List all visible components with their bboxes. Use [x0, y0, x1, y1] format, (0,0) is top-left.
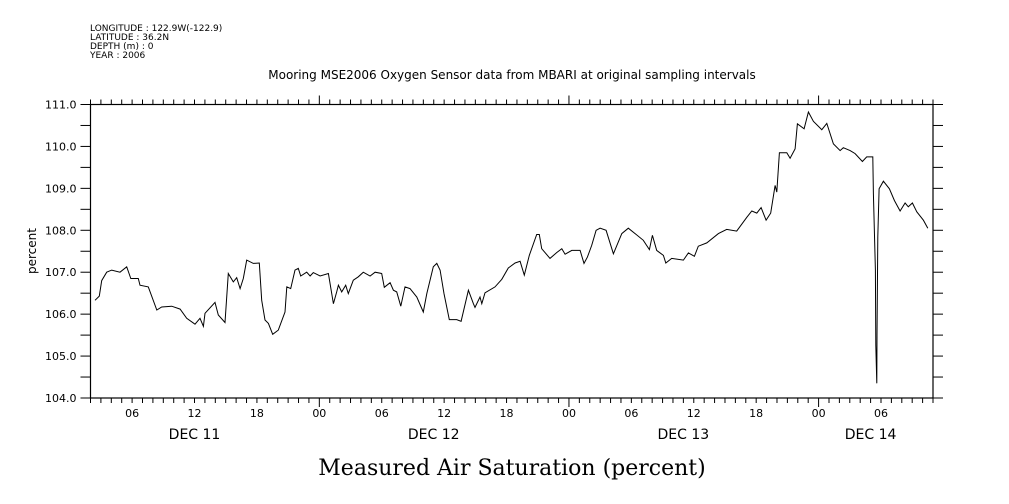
- data-line: [94, 110, 929, 384]
- x-tick-label: 00: [562, 407, 576, 420]
- x-tick-label: 18: [250, 407, 264, 420]
- x-tick-label: 06: [375, 407, 389, 420]
- chart-title: Mooring MSE2006 Oxygen Sensor data from …: [268, 68, 756, 82]
- x-axis-label: Measured Air Saturation (percent): [318, 456, 705, 481]
- y-tick-label: 110.0: [45, 140, 77, 153]
- longitude-label: LONGITUDE : 122.9W(-122.9): [90, 24, 222, 34]
- y-tick-label: 107.0: [45, 266, 77, 279]
- y-axis-label: percent: [25, 228, 39, 274]
- metadata-header: LONGITUDE : 122.9W(-122.9) LATITUDE : 36…: [89, 24, 222, 61]
- x-date-label: DEC 13: [658, 427, 710, 443]
- x-tick-label: 12: [687, 407, 701, 420]
- y-tick-label: 111.0: [45, 99, 77, 112]
- y-tick-label: 104.0: [45, 392, 77, 405]
- y-tick-label: 106.0: [45, 308, 77, 321]
- y-tick-label: 108.0: [45, 224, 77, 237]
- plot-frame: [89, 103, 934, 399]
- x-tick-label: 06: [624, 407, 638, 420]
- x-tick-label: 00: [312, 407, 326, 420]
- axes: 104.0 105.0 106.0 107.0 108.0 109.0 110.0 111.0…: [45, 95, 943, 443]
- x-date-label: DEC 14: [845, 427, 897, 443]
- latitude-label: LATITUDE : 36.2N: [90, 33, 169, 43]
- y-tick-label: 105.0: [45, 350, 77, 363]
- y-tick-label: 109.0: [45, 182, 77, 195]
- x-tick-label: 12: [437, 407, 451, 420]
- depth-label: DEPTH (m) : 0: [90, 42, 154, 52]
- year-label: YEAR : 2006: [89, 51, 146, 61]
- x-tick-label: 18: [749, 407, 763, 420]
- x-date-label: DEC 12: [408, 427, 460, 443]
- x-tick-label: 06: [874, 407, 888, 420]
- x-tick-label: 06: [125, 407, 139, 420]
- x-tick-label: 18: [500, 407, 514, 420]
- x-tick-label: 00: [812, 407, 826, 420]
- x-tick-label: 12: [188, 407, 202, 420]
- x-date-label: DEC 11: [169, 427, 221, 443]
